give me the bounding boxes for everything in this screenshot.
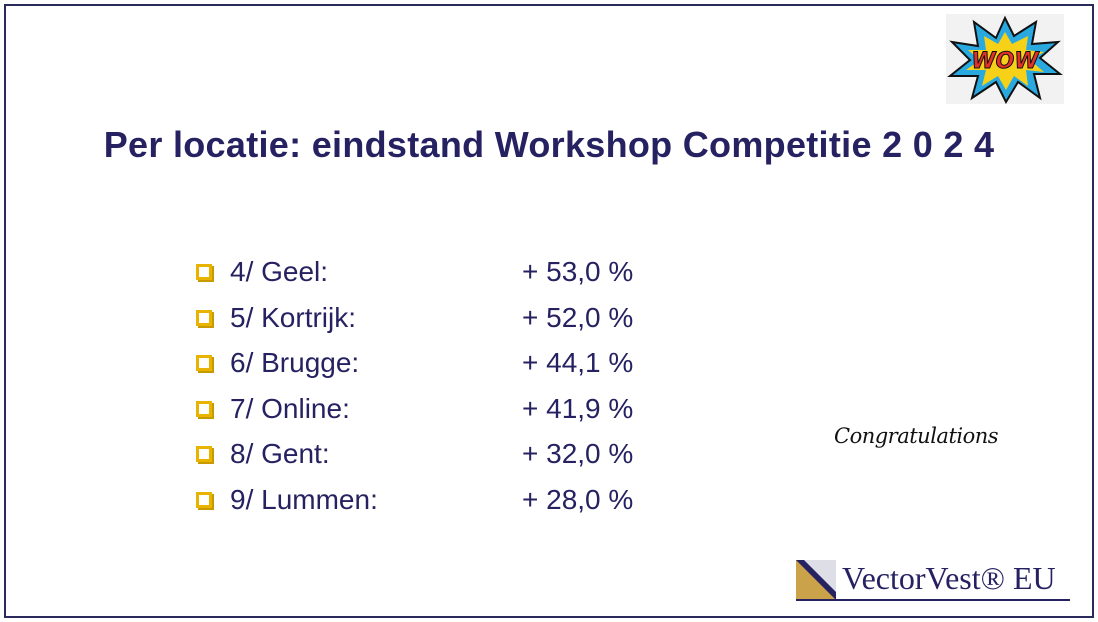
item-value: + 32,0 % <box>522 438 634 470</box>
logo <box>796 560 1070 601</box>
item-label: 5/ Kortrijk: <box>230 301 357 333</box>
checkbox-bullet <box>196 492 212 508</box>
badge-text: WOW <box>971 49 1040 74</box>
item-value: + 52,0 % <box>522 301 634 333</box>
checkbox-bullet <box>196 400 212 417</box>
item-value: + 44,1 % <box>522 347 634 379</box>
item-value: + 53,0 % <box>522 256 634 287</box>
logo-text: VectorVest® EU <box>842 560 1056 596</box>
item-label: 7/ Online: <box>230 392 350 424</box>
slide-frame <box>4 4 1094 618</box>
item-value: + 28,0 % <box>522 484 634 515</box>
checkbox-bullet <box>196 446 212 463</box>
item-label: 9/ Lummen: <box>230 484 378 515</box>
item-label: 6/ Brugge: <box>230 347 360 379</box>
wow-badge: WOW <box>946 14 1064 104</box>
congratulations: Congratulations <box>834 424 999 448</box>
slide-title: Per locatie: eindstand Workshop Competit… <box>103 124 995 165</box>
checkbox-bullet <box>196 355 212 372</box>
item-label: 8/ Gent: <box>230 438 330 470</box>
checkbox-bullet <box>196 309 212 326</box>
item-value: + 41,9 % <box>522 392 634 424</box>
item-label: 4/ Geel: <box>230 256 329 287</box>
checkbox-bullet <box>196 264 212 280</box>
